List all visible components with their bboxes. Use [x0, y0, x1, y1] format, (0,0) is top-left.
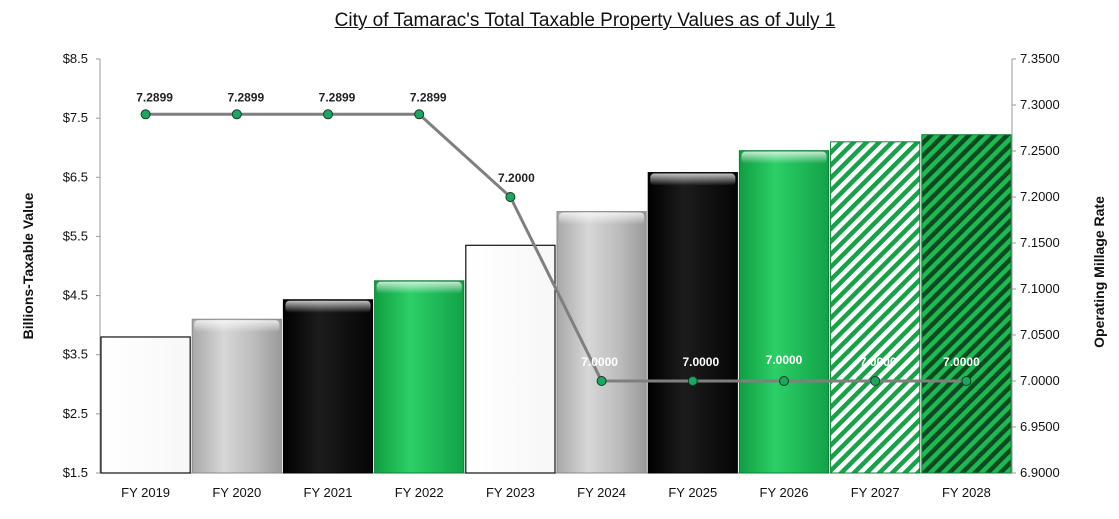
millage-rate-point: [961, 376, 972, 386]
bar-fy-2027: [830, 141, 921, 474]
bar-highlight: [285, 300, 371, 313]
millage-rate-label: 7.2899: [136, 90, 173, 104]
y2-tick-label: 7.0500: [1020, 327, 1060, 342]
bar-fy-2022: [374, 280, 465, 474]
y2-tick-label: 6.9500: [1020, 419, 1060, 434]
millage-rate-label: 7.0000: [682, 355, 719, 369]
bar-highlight: [194, 320, 280, 333]
y2-tick-label: 7.3000: [1020, 97, 1060, 112]
y2-tick-label: 7.3500: [1020, 51, 1060, 66]
bar-highlight: [741, 151, 827, 164]
y-tick-label: $1.5: [63, 465, 88, 480]
bar-fy-2023: [465, 244, 556, 474]
millage-rate-label: 7.2899: [227, 90, 264, 104]
bar-fy-2026: [738, 150, 830, 474]
x-tick-label: FY 2025: [668, 485, 717, 500]
millage-rate-label: 7.2000: [498, 171, 535, 185]
y2-tick-label: 7.1000: [1020, 281, 1060, 296]
y2-tick-label: 7.1500: [1020, 235, 1060, 250]
millage-rate-point: [596, 376, 607, 386]
millage-rate-label: 7.0000: [581, 355, 618, 369]
millage-rate-point: [779, 376, 789, 386]
bar-fy-2019: [100, 336, 191, 474]
millage-rate-label: 7.0000: [766, 353, 803, 367]
y2-tick-label: 7.0000: [1020, 373, 1060, 388]
bar-fy-2025: [647, 172, 738, 474]
y2-axis-title: Operating Millage Rate: [1091, 196, 1107, 348]
millage-rate-point: [414, 109, 425, 120]
bar-fy-2020: [191, 318, 282, 474]
x-tick-label: FY 2026: [760, 485, 809, 500]
millage-rate-point: [323, 109, 333, 120]
y-tick-label: $5.5: [63, 228, 88, 243]
millage-rate-point: [231, 109, 242, 120]
x-tick-label: FY 2027: [851, 485, 900, 500]
y-tick-label: $2.5: [63, 406, 88, 421]
y-tick-label: $3.5: [63, 347, 88, 362]
x-tick-label: FY 2024: [577, 485, 626, 500]
millage-rate-point: [870, 376, 881, 386]
y-tick-label: $7.5: [63, 110, 88, 125]
y2-tick-label: 6.9000: [1020, 465, 1060, 480]
chart-title: City of Tamarac's Total Taxable Property…: [334, 10, 836, 31]
x-tick-label: FY 2021: [304, 485, 353, 500]
millage-rate-line: [145, 112, 967, 383]
bar-highlight: [650, 173, 736, 186]
millage-rate-point: [505, 192, 516, 202]
millage-rate-label: 7.2899: [319, 90, 356, 104]
x-tick-label: FY 2022: [395, 485, 444, 500]
y2-tick-label: 7.2500: [1020, 143, 1060, 158]
bar-fy-2028: [921, 134, 1012, 474]
bar-fy-2024: [556, 211, 647, 474]
y-tick-label: $6.5: [63, 169, 88, 184]
bar-fy-2021: [282, 299, 374, 474]
x-tick-label: FY 2023: [486, 485, 535, 500]
y-tick-label: $8.5: [63, 51, 88, 66]
bar-highlight: [376, 281, 462, 294]
y2-tick-label: 7.2000: [1020, 189, 1060, 204]
y-tick-label: $4.5: [63, 288, 88, 303]
millage-rate-label: 7.0000: [860, 355, 897, 369]
x-tick-label: FY 2020: [212, 485, 261, 500]
millage-rate-label: 7.0000: [943, 355, 980, 369]
millage-rate-label: 7.2899: [410, 90, 447, 104]
millage-rate-point: [140, 109, 151, 120]
millage-rate-point: [687, 376, 698, 386]
y-axis-title: Billions-Taxable Value: [20, 192, 36, 339]
x-tick-label: FY 2019: [121, 485, 170, 500]
bar-highlight: [559, 212, 645, 225]
x-tick-label: FY 2028: [942, 485, 991, 500]
